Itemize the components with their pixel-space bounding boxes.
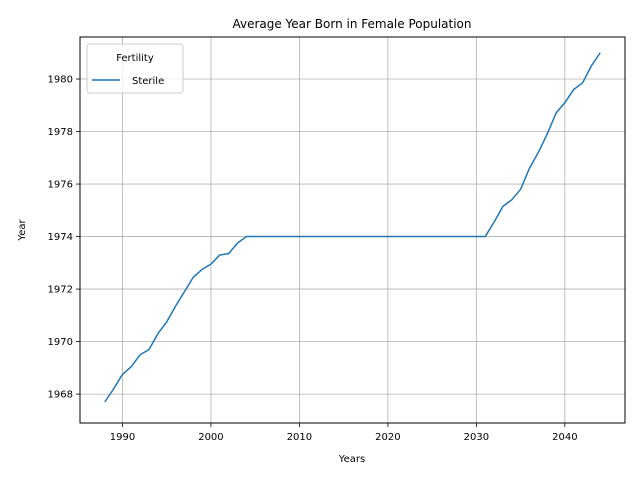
x-tick-label: 2010: [287, 432, 312, 443]
x-axis-label: Years: [338, 454, 365, 465]
y-tick-label: 1970: [48, 337, 73, 348]
x-tick-label: 2020: [375, 432, 400, 443]
x-tick-label: 2040: [552, 432, 577, 443]
y-tick-label: 1968: [48, 390, 73, 401]
y-tick-label: 1976: [48, 180, 73, 191]
x-tick-label: 2000: [198, 432, 223, 443]
y-tick-label: 1972: [48, 285, 73, 296]
chart-title: Average Year Born in Female Population: [232, 17, 471, 31]
y-tick-label: 1974: [48, 232, 73, 243]
y-tick-label: 1980: [48, 75, 73, 86]
x-tick-label: 1990: [110, 432, 135, 443]
legend: Fertility Sterile: [87, 44, 183, 93]
legend-label-sterile: Sterile: [132, 76, 164, 87]
legend-title: Fertility: [116, 53, 154, 64]
y-axis-label: Year: [17, 219, 28, 242]
x-tick-label: 2030: [464, 432, 489, 443]
y-tick-label: 1978: [48, 127, 73, 138]
